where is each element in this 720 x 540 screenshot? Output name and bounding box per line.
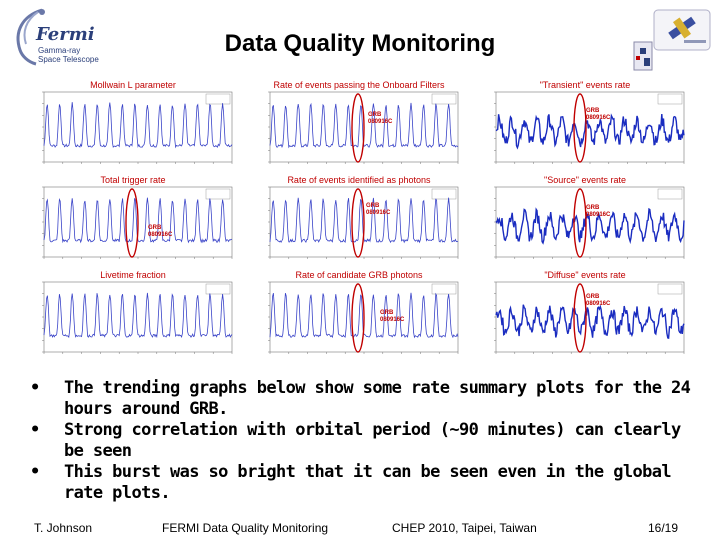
- plot-panel: "Transient" events rate GRB 080916C: [480, 80, 690, 172]
- plot-panel: Rate of events passing the Onboard Filte…: [254, 80, 464, 172]
- stats-box: [431, 188, 457, 200]
- plot-panel: Rate of events identified as photons GRB…: [254, 175, 464, 267]
- stats-box: [431, 283, 457, 295]
- plot-trace: [495, 207, 685, 245]
- plot-panel: Total trigger rate GRB 080916C: [28, 175, 238, 267]
- plot-trace: [43, 292, 233, 339]
- glast-software-logo: [630, 6, 714, 72]
- grb-annotation: GRB 080916C: [368, 112, 392, 126]
- plot-chart: [494, 91, 685, 164]
- grb-highlight-ellipse: [573, 283, 587, 353]
- grb-label: GRB: [586, 108, 600, 114]
- plot-chart: [268, 91, 459, 164]
- plot-frame: [43, 281, 233, 353]
- plot-panel: Mollwain L parameter: [28, 80, 238, 172]
- grb-highlight-ellipse: [573, 188, 587, 258]
- grb-annotation: GRB 080916C: [586, 205, 610, 219]
- plot-trace: [43, 197, 233, 244]
- plot-frame: [495, 281, 685, 353]
- grb-label: GRB: [380, 310, 394, 316]
- bullet-marker: •: [30, 462, 40, 482]
- grb-id: 080916C: [366, 210, 391, 216]
- footer-page-number: 16/19: [648, 521, 679, 535]
- grb-id: 080916C: [148, 232, 173, 238]
- plot-title: "Transient" events rate: [539, 80, 631, 90]
- grb-highlight-ellipse: [351, 188, 365, 258]
- plot-trace: [495, 113, 685, 150]
- grb-highlight-ellipse: [351, 283, 365, 353]
- grb-highlight-ellipse: [573, 93, 587, 163]
- bullet-text: This burst was so bright that it can be …: [64, 462, 672, 503]
- logo-subtitle-line1: Gamma-ray: [38, 46, 81, 55]
- plot-title: Livetime fraction: [100, 270, 166, 280]
- bullet-list: • The trending graphs below show some rat…: [26, 378, 696, 504]
- plot-panel: Rate of candidate GRB photons GRB 080916…: [254, 270, 464, 362]
- bullet-text: The trending graphs below show some rate…: [64, 378, 691, 419]
- bullet-item: • This burst was so bright that it can be…: [26, 462, 696, 504]
- bullet-marker: •: [30, 378, 40, 398]
- plot-chart: [42, 91, 233, 164]
- plot-frame: [43, 91, 233, 163]
- grb-id: 080916C: [380, 317, 405, 323]
- plot-title: "Source" events rate: [544, 175, 626, 185]
- plot-panel: Livetime fraction: [28, 270, 238, 362]
- plot-title: Rate of events passing the Onboard Filte…: [273, 80, 445, 90]
- plot-grid: Mollwain L parameter Rate of events pass…: [28, 80, 690, 362]
- logo-subtitle-line2: Space Telescope: [38, 55, 99, 64]
- fermi-logo: Fermi Gamma-ray Space Telescope: [8, 6, 100, 68]
- plot-trace: [43, 102, 233, 149]
- bullet-item: • The trending graphs below show some rat…: [26, 378, 696, 420]
- plot-chart: [268, 186, 459, 259]
- grb-id: 080916C: [368, 119, 393, 125]
- footer-author: T. Johnson: [34, 521, 93, 535]
- grb-id: 080916C: [586, 212, 611, 218]
- grb-highlight-ellipse: [125, 188, 139, 258]
- plot-title: Mollwain L parameter: [90, 80, 176, 90]
- stats-box: [431, 93, 457, 105]
- plot-chart: [494, 186, 685, 259]
- stats-box: [205, 93, 231, 105]
- bullet-text: Strong correlation with orbital period (…: [64, 420, 681, 461]
- grb-annotation: GRB 080916C: [148, 225, 172, 239]
- grb-label: GRB: [368, 112, 382, 118]
- plot-panel: "Source" events rate GRB 080916C: [480, 175, 690, 267]
- plot-chart: [268, 281, 459, 354]
- satellite-icon: [633, 9, 711, 71]
- footer-venue: CHEP 2010, Taipei, Taiwan: [392, 521, 537, 535]
- stats-box: [657, 188, 683, 200]
- plot-title: "Diffuse" events rate: [544, 270, 626, 280]
- grb-highlight-ellipse: [351, 93, 365, 163]
- footer-talk-title: FERMI Data Quality Monitoring: [162, 521, 329, 535]
- plot-panel: "Diffuse" events rate GRB 080916C: [480, 270, 690, 362]
- grb-annotation: GRB 080916C: [366, 203, 390, 217]
- bullet-marker: •: [30, 420, 40, 440]
- plot-trace: [495, 304, 685, 339]
- plot-trace: [269, 102, 459, 149]
- plot-chart: [42, 186, 233, 259]
- grb-label: GRB: [586, 294, 600, 300]
- stats-box: [657, 283, 683, 295]
- grb-annotation: GRB 080916C: [586, 108, 610, 122]
- stats-box: [657, 93, 683, 105]
- plot-chart: [494, 281, 685, 354]
- fermi-swoosh-icon: [16, 8, 45, 66]
- plot-title: Rate of candidate GRB photons: [295, 270, 423, 280]
- fermi-wordmark: Fermi: [36, 24, 95, 45]
- grb-id: 080916C: [586, 115, 611, 121]
- plot-title: Rate of events identified as photons: [287, 175, 431, 185]
- grb-id: 080916C: [586, 301, 611, 307]
- bullet-item: • Strong correlation with orbital period …: [26, 420, 696, 462]
- slide-title: Data Quality Monitoring: [224, 30, 496, 57]
- plot-trace: [269, 292, 459, 339]
- plot-title: Total trigger rate: [100, 175, 166, 185]
- plot-chart: [42, 281, 233, 354]
- stats-box: [205, 283, 231, 295]
- grb-label: GRB: [148, 225, 162, 231]
- grb-annotation: GRB 080916C: [380, 310, 404, 324]
- plot-trace: [269, 197, 459, 244]
- grb-label: GRB: [586, 205, 600, 211]
- grb-annotation: GRB 080916C: [586, 294, 610, 308]
- stats-box: [205, 188, 231, 200]
- grb-label: GRB: [366, 203, 380, 209]
